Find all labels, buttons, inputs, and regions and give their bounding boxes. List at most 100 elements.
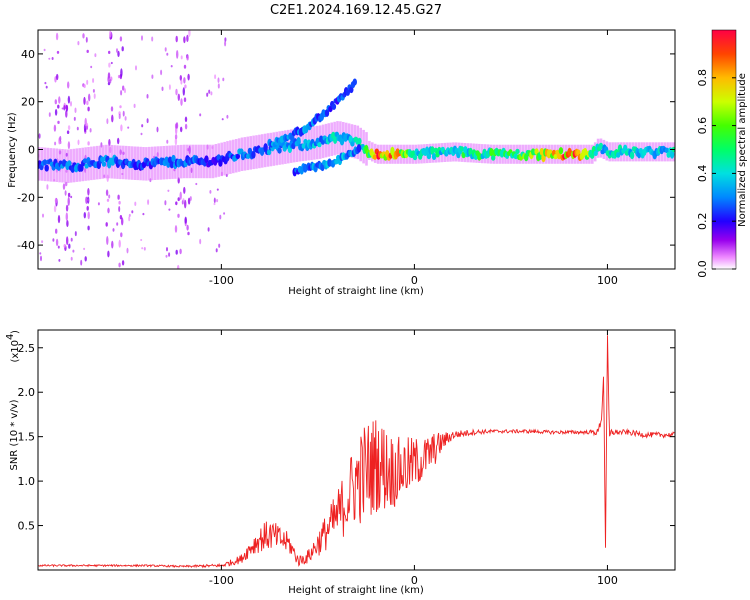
noise-blob bbox=[67, 196, 70, 206]
colorbar-tick-label: 0.8 bbox=[696, 69, 709, 87]
noise-blob bbox=[118, 113, 121, 120]
noise-blob bbox=[73, 116, 76, 121]
noise-blob bbox=[120, 68, 123, 77]
noise-blob bbox=[86, 79, 89, 85]
noise-blob bbox=[70, 195, 73, 199]
noise-blob bbox=[176, 50, 179, 59]
y-tick-label: 1.0 bbox=[18, 475, 36, 488]
noise-blob bbox=[65, 212, 69, 221]
noise-blob bbox=[167, 189, 170, 192]
noise-blob bbox=[63, 105, 66, 111]
snr-y-axis-label: SNR (10 * v/v) bbox=[9, 399, 20, 470]
y-tick-label: 40 bbox=[21, 48, 35, 61]
noise-blob bbox=[54, 109, 58, 116]
noise-streak bbox=[182, 30, 191, 236]
ridge-blob bbox=[424, 146, 430, 155]
noise-blob bbox=[124, 116, 127, 121]
noise-blob bbox=[66, 236, 69, 246]
ridge-blob bbox=[557, 152, 562, 160]
noise-blob bbox=[65, 204, 69, 212]
snr-y-multiplier-exponent: 4 bbox=[5, 334, 16, 340]
ridge-blob bbox=[349, 86, 354, 94]
noise-blob bbox=[127, 126, 130, 129]
ridge-blob bbox=[84, 163, 89, 169]
noise-blob bbox=[44, 81, 47, 85]
noise-blob bbox=[66, 130, 70, 134]
snr-marks bbox=[38, 335, 675, 569]
noise-blob bbox=[64, 190, 67, 196]
noise-blob bbox=[54, 197, 58, 204]
noise-blob bbox=[183, 77, 186, 84]
noise-blob bbox=[121, 260, 125, 266]
noise-blob bbox=[59, 140, 62, 145]
snr-frame bbox=[37, 329, 676, 571]
noise-blob bbox=[224, 40, 227, 47]
noise-blob bbox=[122, 110, 125, 117]
noise-blob bbox=[122, 85, 125, 91]
halo-cell bbox=[46, 147, 50, 182]
noise-streak bbox=[174, 35, 183, 269]
noise-blob bbox=[52, 238, 55, 242]
noise-blob bbox=[87, 106, 90, 112]
colorbar-label: Normalized spectral amplitude bbox=[737, 73, 748, 227]
y-tick-label: -40 bbox=[17, 239, 35, 252]
ridge-blob bbox=[301, 143, 306, 149]
ridge-blob bbox=[357, 137, 362, 145]
noise-blob bbox=[187, 73, 190, 81]
noise-blob bbox=[161, 86, 164, 92]
noise-blob bbox=[184, 123, 188, 130]
ridge-main bbox=[38, 131, 675, 173]
noise-blob bbox=[214, 74, 217, 79]
colorbar-tick-label: 0.0 bbox=[696, 260, 709, 278]
noise-blob bbox=[42, 213, 44, 218]
noise-blob bbox=[218, 243, 221, 248]
noise-blob bbox=[109, 30, 112, 38]
ridge-blob bbox=[598, 142, 604, 150]
noise-blob bbox=[111, 240, 114, 249]
noise-blob bbox=[97, 202, 100, 206]
noise-blob bbox=[186, 34, 189, 43]
noise-blob bbox=[179, 75, 182, 81]
ridge-blob bbox=[44, 164, 49, 172]
noise-blob bbox=[174, 134, 178, 140]
ridge-blob bbox=[42, 159, 48, 166]
noise-blob bbox=[89, 128, 92, 133]
noise-blob bbox=[140, 132, 143, 136]
noise-blob bbox=[206, 92, 209, 97]
noise-blob bbox=[151, 74, 154, 79]
ridge-blob bbox=[666, 151, 671, 158]
noise-blob bbox=[179, 191, 182, 200]
noise-blob bbox=[177, 213, 180, 218]
ridge-lower-branch bbox=[292, 144, 362, 177]
noise-blob bbox=[165, 254, 168, 258]
noise-blob bbox=[66, 220, 69, 227]
noise-blob bbox=[87, 188, 90, 196]
ridge-blob bbox=[616, 152, 621, 158]
noise-blob bbox=[174, 225, 178, 233]
noise-blob bbox=[38, 133, 41, 139]
x-tick-label: 100 bbox=[597, 274, 618, 287]
noise-blob bbox=[135, 65, 137, 71]
noise-blob bbox=[67, 141, 71, 150]
noise-blob bbox=[141, 124, 144, 128]
snr-panel: -100 0 100 0.5 1.0 1.5 2.0 2.5 Height of straig… bbox=[5, 329, 676, 596]
noise-blob bbox=[117, 50, 120, 58]
noise-blob bbox=[53, 205, 57, 213]
noise-blob bbox=[168, 84, 171, 90]
noise-blob bbox=[87, 211, 90, 220]
noise-blob bbox=[57, 215, 61, 224]
ridge-blob bbox=[513, 153, 518, 160]
noise-blob bbox=[177, 197, 180, 202]
noise-blob bbox=[86, 125, 88, 130]
noise-blob bbox=[184, 216, 187, 224]
noise-blob bbox=[54, 141, 57, 146]
noise-blob bbox=[51, 57, 54, 60]
noise-blob bbox=[119, 215, 123, 220]
noise-blob bbox=[54, 99, 57, 105]
noise-blob bbox=[83, 84, 86, 89]
noise-blob bbox=[55, 32, 59, 41]
noise-blob bbox=[217, 77, 220, 83]
noise-blob bbox=[39, 252, 42, 255]
chart-title: C2E1.2024.169.12.45.G27 bbox=[270, 3, 442, 18]
